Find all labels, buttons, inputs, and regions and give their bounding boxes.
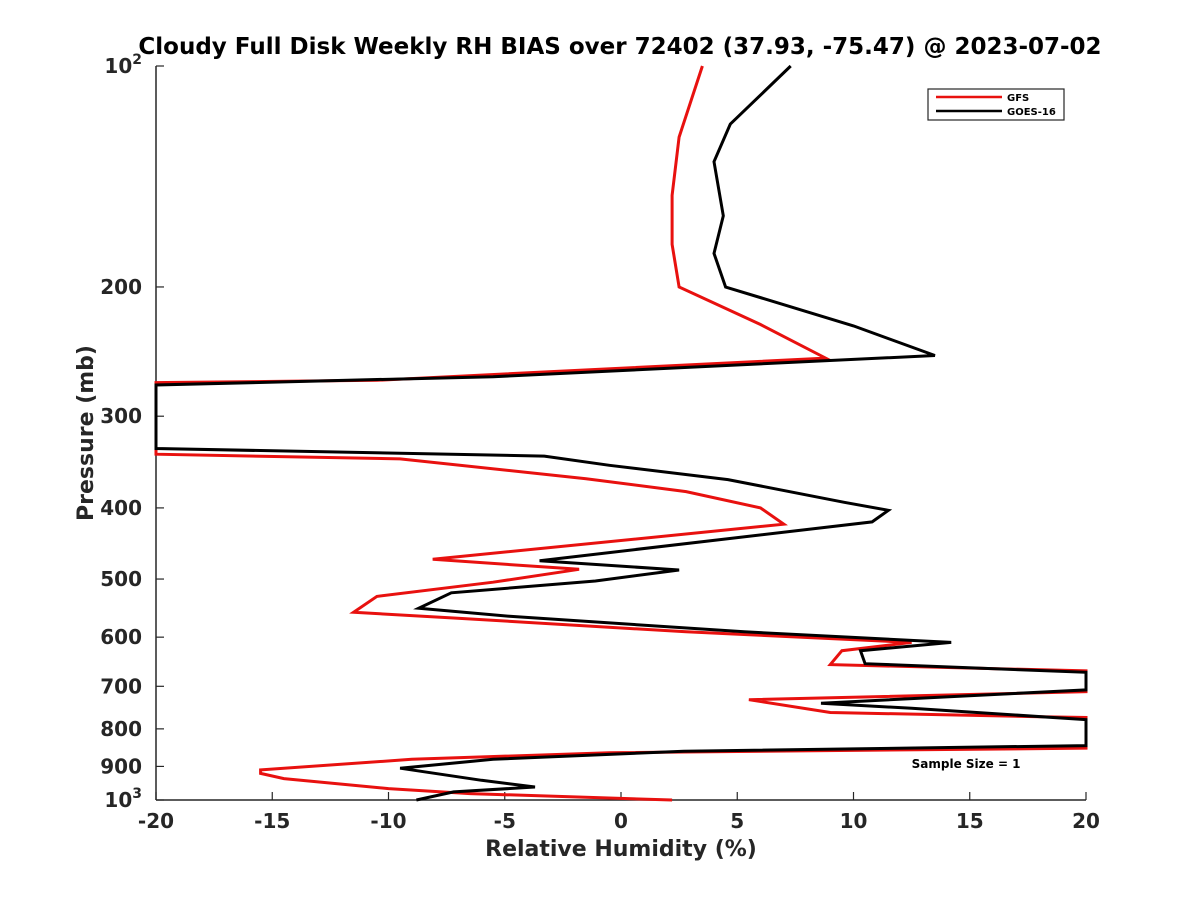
series-layer bbox=[154, 64, 1088, 802]
x-tick-label: -5 bbox=[494, 809, 516, 833]
y-tick-label: 103 bbox=[104, 786, 142, 812]
x-axis-ticks: -20 -15 -10 -5 0 5 10 15 20 bbox=[138, 792, 1100, 833]
legend-label-gfs: GFS bbox=[1007, 93, 1029, 104]
y-axis-title: Pressure (mb) bbox=[74, 345, 99, 521]
x-tick-label: 10 bbox=[840, 809, 868, 833]
series-line-gfs bbox=[154, 65, 1088, 802]
legend-label-goes16: GOES-16 bbox=[1007, 107, 1056, 118]
y-tick-label: 400 bbox=[100, 496, 142, 520]
y-tick-label: 900 bbox=[100, 754, 142, 778]
chart-title: Cloudy Full Disk Weekly RH BIAS over 724… bbox=[138, 34, 1101, 60]
x-tick-label: -15 bbox=[254, 809, 290, 833]
x-axis-title: Relative Humidity (%) bbox=[485, 837, 757, 862]
y-axis-ticks: 102 200 300 400 500 600 700 800 900 103 bbox=[100, 52, 164, 812]
x-tick-label: -20 bbox=[138, 809, 174, 833]
x-tick-label: 0 bbox=[614, 809, 628, 833]
y-tick-label: 300 bbox=[100, 404, 142, 428]
y-tick-label: 800 bbox=[100, 717, 142, 741]
y-tick-label: 600 bbox=[100, 625, 142, 649]
y-tick-label: 102 bbox=[104, 52, 142, 78]
y-tick-label: 200 bbox=[100, 275, 142, 299]
x-tick-label: -10 bbox=[370, 809, 406, 833]
y-tick-label: 700 bbox=[100, 674, 142, 698]
legend: GFS GOES-16 bbox=[927, 88, 1065, 121]
legend-box bbox=[927, 88, 1065, 121]
series-line-goes-16 bbox=[154, 64, 1088, 802]
x-tick-label: 5 bbox=[730, 809, 744, 833]
sample-size-annotation: Sample Size = 1 bbox=[912, 757, 1021, 771]
x-tick-label: 15 bbox=[956, 809, 984, 833]
x-tick-label: 20 bbox=[1072, 809, 1100, 833]
y-tick-label: 500 bbox=[100, 567, 142, 591]
